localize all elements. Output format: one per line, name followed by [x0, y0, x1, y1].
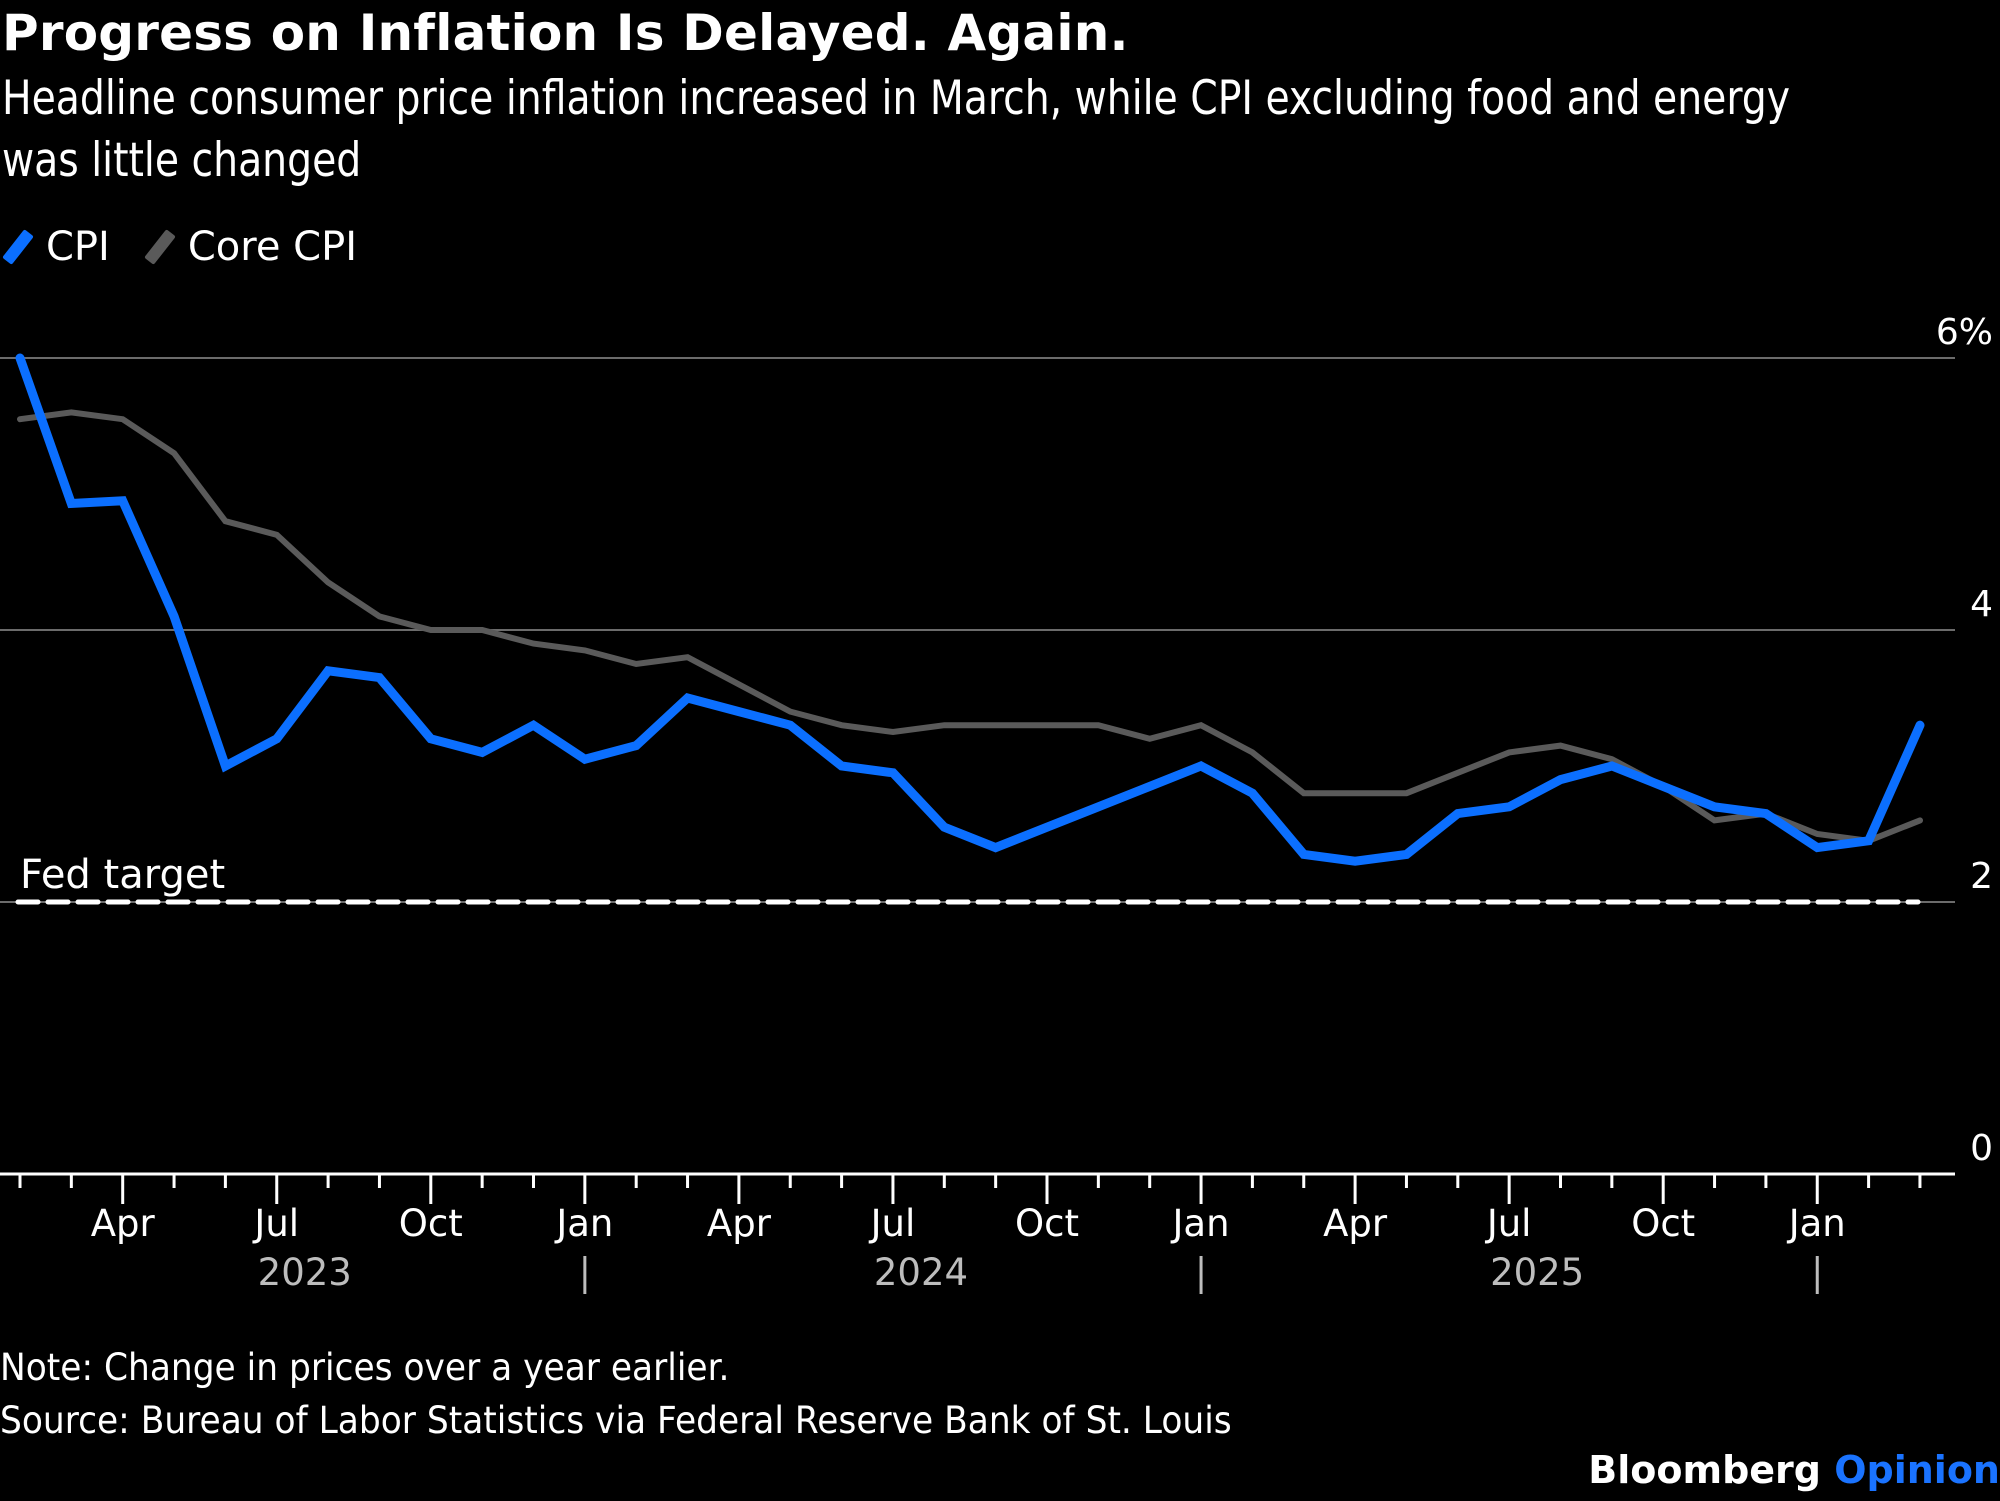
chart-source: Source: Bureau of Labor Statistics via F…: [0, 1399, 1232, 1442]
chart-title: Progress on Inflation Is Delayed. Again.: [2, 4, 1129, 62]
x-tick-label: Jan: [554, 1202, 613, 1245]
x-axis: Apr Jul Oct Jan Apr Jul Oct Jan Apr Jul Oct Jan 2023…: [0, 1172, 1955, 1294]
x-tick-label: Jul: [1485, 1202, 1532, 1245]
brand-accent: Opinion: [1834, 1448, 2000, 1492]
legend: CPI Core CPI: [2, 224, 391, 270]
brand-main: Bloomberg: [1588, 1448, 1821, 1492]
y-tick-label-0: 0: [1970, 1128, 1993, 1169]
series-lines: [15, 353, 1925, 866]
brand-logo: Bloomberg Opinion: [1588, 1448, 2000, 1492]
series-line-cpi: [15, 353, 1925, 866]
y-tick-label-4: 4: [1970, 584, 1993, 625]
fed-target-layer: Fed target: [15, 852, 1921, 905]
line-chart: Fed target Apr Jul Oct Jan Apr Jul Oct Jan Apr Ju…: [0, 312, 1993, 1294]
year-label-2025: 2025: [1490, 1251, 1584, 1294]
chart-note: Note: Change in prices over a year earli…: [0, 1346, 730, 1389]
chart-subtitle: Headline consumer price inflation increa…: [2, 71, 1791, 188]
legend-item-cpi: CPI: [2, 224, 110, 270]
y-tick-label-6: 6%: [1936, 312, 1993, 353]
y-axis-labels: 6% 4 2 0: [1936, 312, 1993, 1169]
legend-label-core-cpi: Core CPI: [187, 224, 357, 270]
gridlines: [0, 357, 1955, 903]
x-tick-label: Jan: [1171, 1202, 1230, 1245]
fed-target-label: Fed target: [20, 852, 225, 898]
x-tick-label: Apr: [1323, 1202, 1388, 1245]
legend-label-cpi: CPI: [46, 224, 110, 270]
x-tick-label: Apr: [707, 1202, 772, 1245]
x-tick-label: Oct: [1631, 1202, 1695, 1245]
x-tick-label: Apr: [91, 1202, 156, 1245]
x-tick-label: Oct: [1015, 1202, 1079, 1245]
year-label-2024: 2024: [874, 1251, 968, 1294]
x-tick-label: Oct: [399, 1202, 463, 1245]
x-tick-label: Jan: [1787, 1202, 1846, 1245]
legend-item-core-cpi: Core CPI: [144, 224, 357, 270]
y-tick-label-2: 2: [1970, 856, 1993, 897]
series-line-core-cpi: [17, 409, 1923, 844]
year-label-2023: 2023: [258, 1251, 352, 1294]
x-tick-label: Jul: [869, 1202, 916, 1245]
x-tick-label: Jul: [252, 1202, 299, 1245]
